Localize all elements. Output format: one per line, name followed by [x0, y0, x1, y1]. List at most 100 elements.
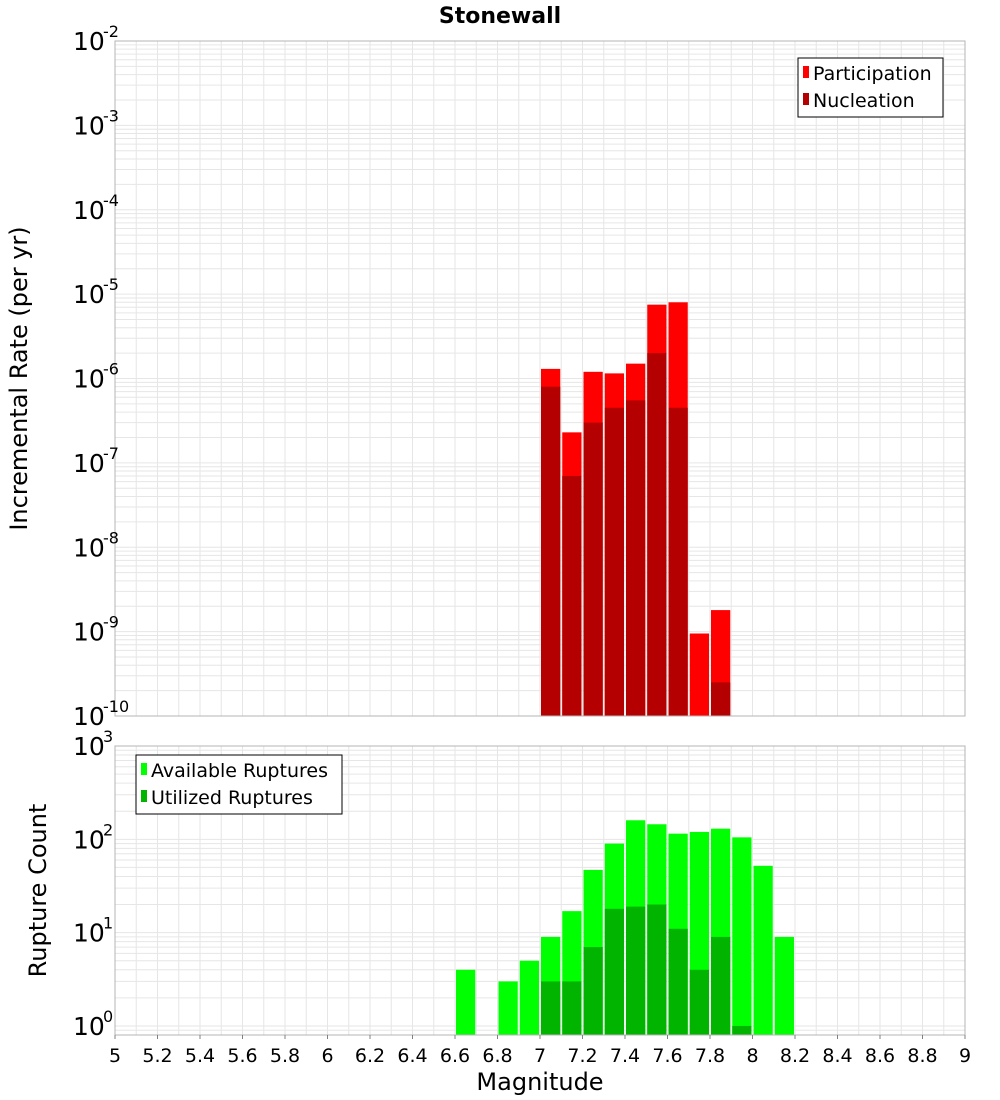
chart-title: Stonewall [439, 4, 561, 29]
magnitude-x-axis-label: Magnitude [476, 1068, 603, 1096]
y-tick-exponent: 0 [103, 1007, 113, 1026]
rate-y-axis-label: Incremental Rate (per yr) [5, 226, 33, 530]
x-tick-label: 7.8 [695, 1045, 725, 1067]
y-tick-exponent: 1 [103, 914, 113, 933]
rate-bar-secondary [604, 407, 624, 716]
x-tick-label: 6 [321, 1045, 333, 1067]
x-tick-label: 7.4 [610, 1045, 640, 1067]
x-tick-label: 5.4 [185, 1045, 215, 1067]
count-bar-secondary [626, 906, 646, 1035]
rate-panel-grid [114, 40, 966, 717]
rate-bar-secondary [583, 422, 603, 716]
x-tick-label: 9 [959, 1045, 971, 1067]
x-tick-label: 5.8 [270, 1045, 300, 1067]
y-tick-base: 10 [73, 533, 105, 562]
count-bar-secondary [562, 981, 582, 1035]
rate-y-tick-label: 10-9 [73, 613, 119, 647]
legend-box [135, 754, 343, 815]
rate-bar-secondary [541, 386, 561, 716]
y-tick-exponent: -8 [103, 528, 119, 547]
x-tick-label: 8.6 [865, 1045, 895, 1067]
count-bar-primary [498, 981, 518, 1035]
x-tick-label: 8 [746, 1045, 758, 1067]
y-tick-exponent: -3 [103, 106, 119, 125]
y-tick-base: 10 [73, 732, 105, 761]
y-tick-base: 10 [73, 365, 105, 394]
x-tick-label: 5.6 [227, 1045, 257, 1067]
y-tick-base: 10 [73, 27, 105, 56]
y-tick-base: 10 [73, 449, 105, 478]
y-tick-base: 10 [73, 702, 105, 731]
y-tick-exponent: 3 [103, 727, 113, 746]
legend-swatch [803, 66, 809, 78]
y-tick-base: 10 [73, 618, 105, 647]
rate-y-tick-label: 10-10 [73, 697, 129, 731]
y-tick-exponent: -6 [103, 360, 119, 379]
y-tick-base: 10 [73, 196, 105, 225]
count-bar-secondary [541, 981, 561, 1035]
legend-swatch [141, 790, 147, 802]
rate-bar-secondary [668, 407, 688, 716]
y-tick-base: 10 [73, 919, 105, 948]
legend-label: Available Ruptures [151, 760, 328, 782]
count-y-axis-label: Rupture Count [24, 804, 52, 978]
rate-bar-secondary [626, 400, 646, 716]
count-bar-secondary [583, 947, 603, 1035]
x-tick-label: 6.4 [397, 1045, 427, 1067]
count-bar-primary [519, 960, 539, 1035]
x-tick-label: 6.8 [482, 1045, 512, 1067]
legend-swatch [141, 763, 147, 775]
count-y-tick-label: 100 [73, 1007, 113, 1041]
count-bar-primary [732, 837, 752, 1035]
x-tick-label: 7.2 [567, 1045, 597, 1067]
legend-swatch [803, 93, 809, 105]
x-tick-label: 7.6 [652, 1045, 682, 1067]
y-tick-exponent: -10 [103, 697, 129, 716]
count-bar-secondary [647, 904, 667, 1035]
y-tick-exponent: -2 [103, 22, 119, 41]
y-tick-base: 10 [73, 1012, 105, 1041]
y-tick-exponent: -4 [103, 191, 119, 210]
y-tick-base: 10 [73, 825, 105, 854]
rate-y-tick-label: 10-6 [73, 360, 119, 394]
x-tick-label: 8.8 [907, 1045, 937, 1067]
rate-panel-frame [114, 40, 966, 717]
y-tick-exponent: -7 [103, 444, 119, 463]
rate-bar-primary [689, 633, 709, 716]
count-bar-secondary [689, 969, 709, 1035]
rate-y-tick-label: 10-4 [73, 191, 119, 225]
legend-box [797, 57, 944, 118]
x-tick-label: 5 [109, 1045, 121, 1067]
rate-bar-secondary [562, 475, 582, 716]
count-y-tick-label: 101 [73, 914, 113, 948]
y-tick-exponent: -5 [103, 275, 119, 294]
x-tick-label: 8.4 [822, 1045, 852, 1067]
x-tick-label: 6.6 [440, 1045, 470, 1067]
count-bar-primary [456, 969, 476, 1035]
rate-y-tick-label: 10-7 [73, 444, 119, 478]
x-tick-label: 7 [534, 1045, 546, 1067]
legend-label: Utilized Ruptures [151, 787, 313, 809]
count-bar-secondary [711, 936, 731, 1035]
rate-bar-secondary [711, 682, 731, 716]
rate-y-tick-label: 10-8 [73, 528, 119, 562]
rate-y-tick-label: 10-3 [73, 106, 119, 140]
rate-panel-bars [541, 302, 731, 716]
rate-y-tick-label: 10-2 [73, 22, 119, 56]
count-legend: Available Ruptures Utilized Ruptures [135, 754, 343, 815]
count-y-tick-label: 102 [73, 820, 113, 854]
x-tick-label: 6.2 [355, 1045, 385, 1067]
count-bar-primary [753, 865, 773, 1035]
x-tick-label: 8.2 [780, 1045, 810, 1067]
count-bar-secondary [732, 1025, 752, 1035]
count-panel-bars [456, 820, 794, 1035]
count-bar-secondary [668, 928, 688, 1035]
rate-bar-secondary [647, 353, 667, 716]
rate-y-tick-label: 10-5 [73, 275, 119, 309]
count-y-tick-label: 103 [73, 727, 113, 761]
count-bar-secondary [604, 908, 624, 1035]
